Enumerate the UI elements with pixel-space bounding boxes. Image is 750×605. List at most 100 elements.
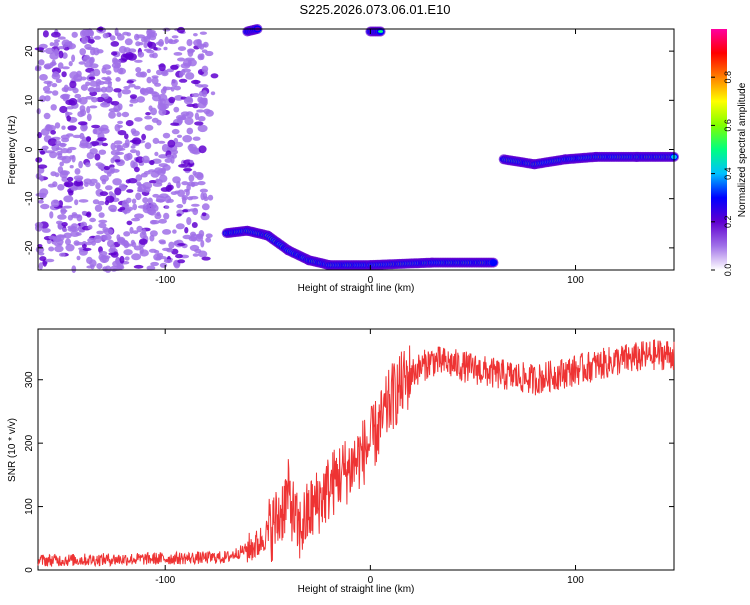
colorbar: 0.0 0.2 0.4 0.6 0.8 Normalized spectral ampl… (711, 29, 748, 276)
heatmap-cell (52, 72, 57, 77)
heatmap-cell (177, 46, 187, 51)
heatmap-cell (149, 180, 157, 184)
heatmap-cell (35, 173, 42, 180)
heatmap-cell (149, 219, 157, 225)
snr-y-tick-label: 200 (24, 434, 35, 451)
heatmap-cell (110, 166, 115, 174)
heatmap-cell (45, 150, 55, 154)
heatmap-cell (124, 38, 133, 46)
heatmap-cell (166, 68, 174, 73)
heatmap-cell (91, 124, 101, 129)
heatmap-cell (63, 181, 74, 188)
heatmap-cell (201, 256, 211, 261)
snr-y-tick-label: 0 (24, 567, 35, 573)
heatmap-cell (61, 125, 66, 130)
heatmap-cell (111, 51, 118, 56)
heatmap-cell (36, 108, 41, 115)
heatmap-cell (143, 170, 151, 175)
heatmap-cell (86, 265, 93, 269)
heatmap-cell (74, 241, 85, 246)
heatmap-cell (110, 251, 119, 258)
heatmap-cell (67, 214, 73, 221)
heatmap-cell (176, 204, 184, 209)
colorbar-label: Normalized spectral amplitude (737, 82, 748, 217)
heatmap-cell (102, 266, 108, 272)
heatmap-cell (49, 52, 59, 60)
heatmap-cell (150, 261, 160, 267)
heatmap-cell (40, 203, 50, 210)
snr-plot-area (37, 328, 675, 571)
heatmap-cell (134, 59, 143, 63)
heatmap-cell (38, 59, 45, 66)
heatmap-y-tick-label: 0 (24, 146, 35, 152)
heatmap-cell (163, 46, 168, 51)
heatmap-cell (149, 35, 157, 41)
heatmap-cell (134, 117, 143, 122)
heatmap-cell (74, 168, 81, 175)
heatmap-cell (79, 132, 85, 140)
heatmap-cell (194, 171, 204, 179)
heatmap-cell (62, 227, 68, 233)
heatmap-cell (200, 239, 205, 248)
heatmap-cell (199, 97, 208, 105)
heatmap-cell (105, 195, 115, 203)
heatmap-cell (153, 47, 158, 51)
heatmap-cell (40, 128, 50, 136)
heatmap-cell (75, 177, 83, 182)
heatmap-cell (61, 87, 68, 92)
heatmap-cell (185, 111, 194, 119)
heatmap-cell (141, 133, 147, 141)
heatmap-cell (189, 244, 200, 252)
heatmap-cell (71, 54, 76, 63)
heatmap-cell (142, 197, 149, 204)
heatmap-cell (135, 41, 141, 47)
heatmap-cell (164, 36, 169, 45)
heatmap-cell (68, 98, 78, 106)
heatmap-cell (53, 41, 59, 47)
heatmap-cell (76, 255, 81, 261)
heatmap-cell (37, 164, 48, 169)
heatmap-cell (117, 236, 126, 243)
heatmap-cell (192, 136, 201, 141)
colorbar-tick-label: 0.2 (723, 216, 733, 229)
heatmap-cell (135, 192, 142, 201)
heatmap-cell (80, 76, 87, 81)
heatmap-cell (34, 222, 44, 228)
heatmap-cell (74, 199, 79, 206)
heatmap-cell (490, 260, 497, 265)
heatmap-cell (89, 259, 97, 268)
heatmap-cell (72, 87, 79, 94)
heatmap-cell (128, 83, 136, 88)
heatmap-cell (156, 211, 161, 217)
heatmap-cell (69, 226, 80, 232)
heatmap-cell (132, 203, 138, 211)
heatmap-cell (108, 191, 114, 196)
heatmap-cell (197, 181, 206, 186)
heatmap-cell (38, 252, 45, 256)
heatmap-cell (156, 119, 162, 126)
snr-x-tick-label: -100 (155, 575, 175, 586)
heatmap-cell (191, 203, 200, 207)
heatmap-cell (378, 30, 384, 33)
heatmap-cell (152, 94, 162, 102)
heatmap-cell (108, 111, 116, 119)
heatmap-cell (110, 101, 120, 106)
heatmap-cell (57, 214, 67, 220)
heatmap-cell (107, 239, 115, 248)
heatmap-cell (68, 61, 73, 67)
heatmap-cell (158, 63, 166, 72)
heatmap-cell (110, 41, 120, 47)
heatmap-cell (137, 205, 148, 209)
heatmap-cell (190, 181, 199, 187)
heatmap-cell (58, 50, 64, 59)
heatmap-cell (54, 122, 61, 129)
heatmap-cell (113, 88, 122, 93)
heatmap-cell (121, 89, 131, 95)
heatmap-cell (66, 115, 71, 122)
heatmap-cell (119, 67, 124, 75)
heatmap-cell (182, 209, 189, 213)
heatmap-cell (34, 47, 45, 51)
heatmap-cell (117, 124, 123, 128)
heatmap-cell (135, 150, 141, 157)
